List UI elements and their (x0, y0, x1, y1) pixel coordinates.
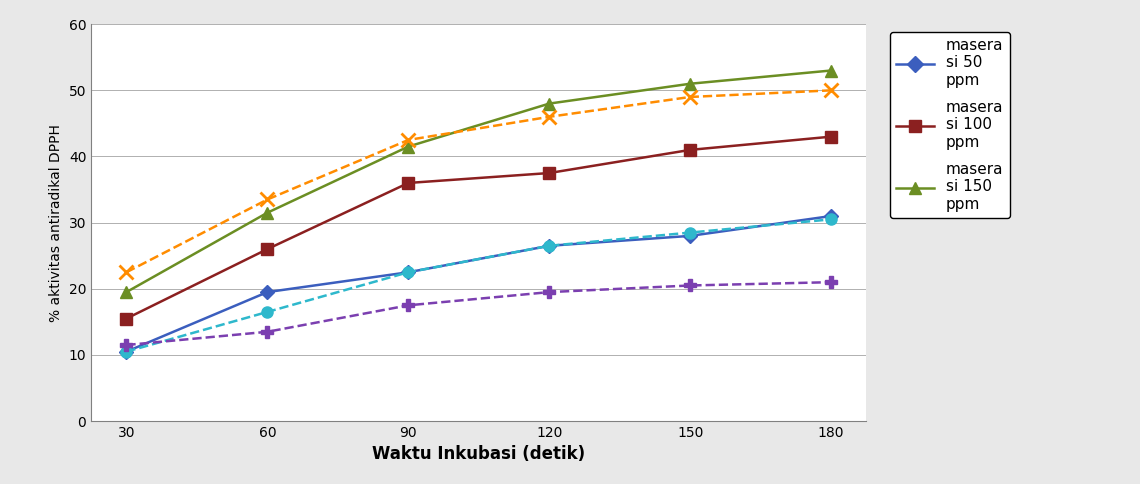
X-axis label: Waktu Inkubasi (detik): Waktu Inkubasi (detik) (373, 445, 585, 464)
Legend: masera
si 50
ppm, masera
si 100
ppm, masera
si 150
ppm: masera si 50 ppm, masera si 100 ppm, mas… (889, 32, 1010, 218)
Y-axis label: % aktivitas antiradikal DPPH: % aktivitas antiradikal DPPH (49, 124, 63, 321)
